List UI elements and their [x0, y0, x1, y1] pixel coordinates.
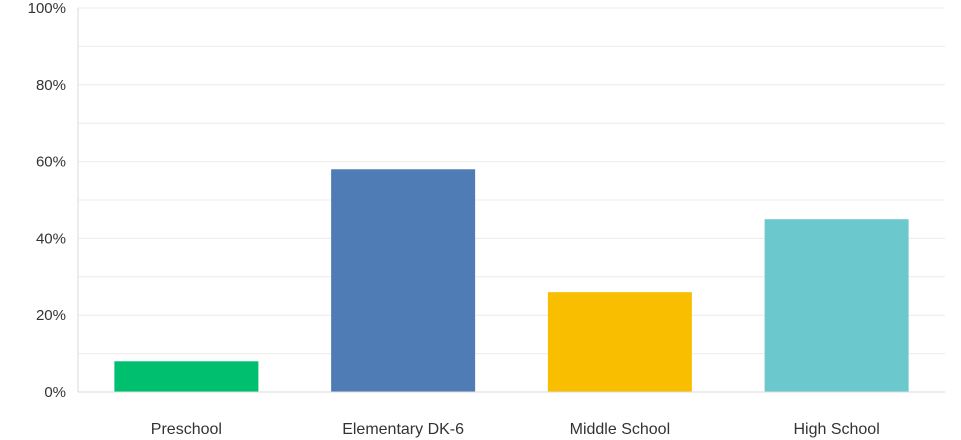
x-tick-label: Elementary DK-6 [342, 421, 464, 438]
gridlines [78, 7, 945, 355]
y-tick-label: 0% [44, 384, 66, 401]
bar [764, 219, 909, 392]
x-tick-label: High School [793, 421, 879, 438]
y-tick-label: 40% [36, 230, 66, 247]
bars [114, 169, 909, 392]
bar [114, 361, 259, 392]
y-tick-label: 20% [36, 307, 66, 324]
x-tick-label: Middle School [570, 421, 671, 438]
y-tick-label: 100% [28, 0, 66, 17]
bar [547, 292, 692, 392]
x-tick-label: Preschool [151, 421, 222, 438]
axes [77, 8, 945, 393]
labels: 0% 20% 40% 60% 80% 100% Preschool Elementary DK… [28, 0, 880, 438]
y-tick-label: 60% [36, 154, 66, 171]
y-tick-label: 80% [36, 77, 66, 94]
bar [331, 169, 476, 392]
